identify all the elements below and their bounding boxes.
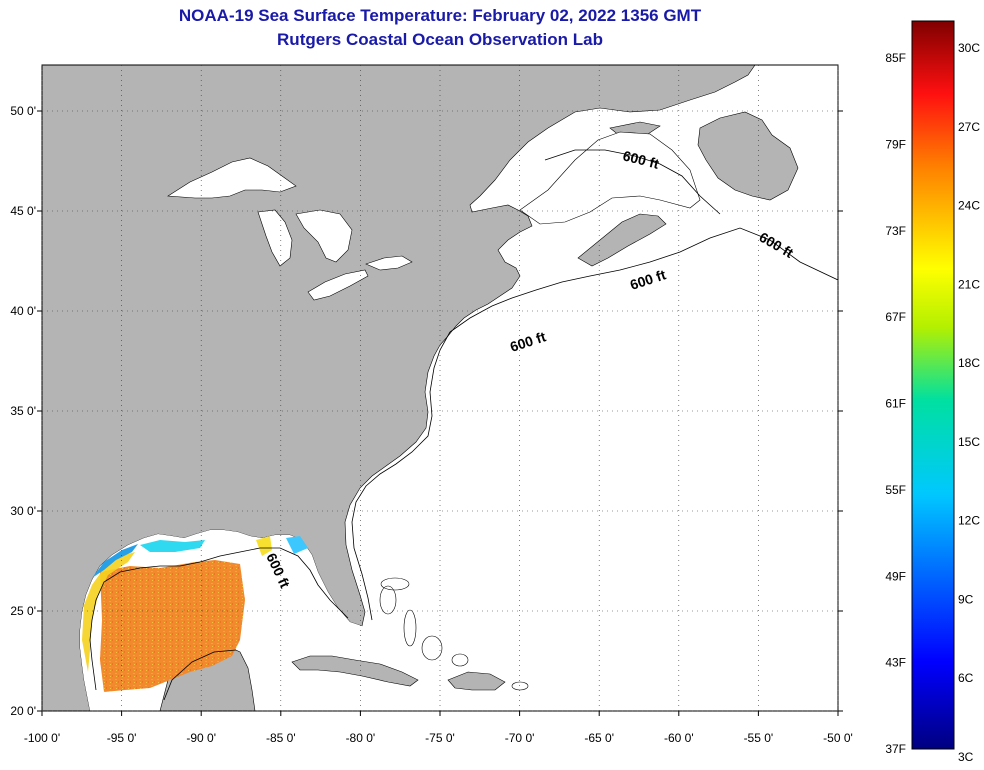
lon-label: -80 0'	[346, 731, 376, 745]
lon-label: -90 0'	[186, 731, 216, 745]
sst-florida-yellow	[256, 536, 272, 556]
sst-florida-cyan	[286, 536, 308, 554]
graticule	[37, 65, 843, 716]
colorbar-label-c: 9C	[958, 592, 974, 606]
bahamas	[379, 577, 529, 691]
lon-label: -55 0'	[744, 731, 774, 745]
longitude-labels: -100 0' -95 0' -90 0' -85 0' -80 0' -75 0' -70…	[24, 731, 853, 745]
lake-superior	[167, 157, 297, 199]
colorbar-celsius-labels: 30C 27C 24C 21C 18C 15C 12C 9C 6C 3C	[958, 41, 980, 764]
colorbar-label-c: 21C	[958, 277, 980, 291]
lat-label: 50 0'	[10, 104, 36, 118]
colorbar-label-f: 85F	[885, 51, 906, 65]
colorbar-label-f: 43F	[885, 656, 906, 670]
colorbar-label-f: 37F	[885, 742, 906, 756]
colorbar-label-c: 24C	[958, 199, 980, 213]
land-newfoundland	[697, 111, 799, 201]
colorbar-label-c: 15C	[958, 435, 980, 449]
land-hispaniola	[447, 671, 506, 691]
lake-erie	[307, 269, 369, 301]
colorbar-fahrenheit-labels: 85F 79F 73F 67F 61F 55F 49F 43F 37F	[885, 51, 906, 756]
map-title: NOAA-19 Sea Surface Temperature: Februar…	[178, 6, 702, 25]
isobath-600ft-yucatan	[163, 649, 237, 701]
lon-label: -95 0'	[107, 731, 137, 745]
colorbar-label-c: 6C	[958, 671, 974, 685]
lake-ontario	[365, 255, 413, 271]
land-cuba	[291, 655, 419, 687]
colorbar-label-f: 61F	[885, 397, 906, 411]
lake-huron	[295, 209, 353, 263]
lon-label: -75 0'	[425, 731, 455, 745]
lon-label: -65 0'	[584, 731, 614, 745]
isobath-600ft	[89, 227, 838, 691]
colorbar-label-f: 55F	[885, 483, 906, 497]
lon-label: -70 0'	[505, 731, 535, 745]
map-subtitle: Rutgers Coastal Ocean Observation Lab	[277, 30, 603, 49]
land-nova-scotia	[577, 213, 667, 267]
colorbar-label-c: 3C	[958, 750, 974, 764]
lat-label: 40 0'	[10, 304, 36, 318]
lat-label: 30 0'	[10, 504, 36, 518]
colorbar-label-f: 67F	[885, 310, 906, 324]
lon-label: -100 0'	[24, 731, 60, 745]
colorbar-label-f: 49F	[885, 569, 906, 583]
lon-label: -50 0'	[823, 731, 853, 745]
colorbar-label-c: 18C	[958, 356, 980, 370]
colorbar	[911, 20, 955, 750]
colorbar-label-c: 30C	[958, 41, 980, 55]
sst-coastal-blue	[92, 544, 138, 578]
colorbar-label-f: 73F	[885, 224, 906, 238]
lat-label: 45 0'	[10, 204, 36, 218]
isobath-600ft-gulf-stlawrence	[544, 149, 721, 215]
st-lawrence-gulf	[519, 131, 701, 225]
lake-michigan	[257, 209, 293, 267]
lat-label: 35 0'	[10, 404, 36, 418]
lon-label: -60 0'	[664, 731, 694, 745]
sst-coastal-cyan	[140, 540, 205, 552]
lat-label: 20 0'	[10, 704, 36, 718]
sst-shelf-cool	[82, 552, 135, 672]
colorbar-label-c: 27C	[958, 120, 980, 134]
colorbar-label-c: 12C	[958, 514, 980, 528]
sst-gulf	[100, 560, 245, 692]
latitude-labels: 50 0' 45 0' 40 0' 35 0' 30 0' 25 0' 20 0'	[10, 104, 36, 718]
lat-label: 25 0'	[10, 604, 36, 618]
colorbar-label-f: 79F	[885, 137, 906, 151]
lon-label: -85 0'	[266, 731, 296, 745]
